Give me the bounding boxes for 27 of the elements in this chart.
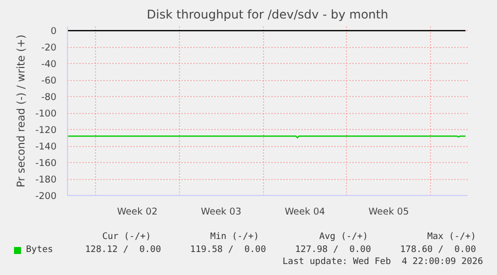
y-tick-label: -160	[35, 158, 57, 170]
y-tick-label: -20	[41, 42, 57, 54]
x-tick-label: Week 03	[200, 206, 242, 218]
text: Last update: Wed Feb 4 22:00:09 2026	[282, 257, 483, 268]
y-tick-label: -120	[35, 125, 57, 136]
text: Cur (-/+)	[102, 232, 151, 243]
x-tick-label: Week 02	[117, 206, 158, 218]
y-tick-label: -100	[35, 108, 57, 120]
x-tick-label: Week 04	[284, 206, 326, 218]
text: Min (-/+)	[210, 232, 259, 243]
y-tick-label: -40	[41, 59, 57, 70]
legend-label: Bytes	[26, 245, 54, 256]
text: 178.60 / 0.00	[400, 245, 476, 256]
y-tick-label: -80	[41, 92, 57, 104]
text: Max (-/+)	[427, 232, 476, 243]
y-tick-label: 0	[50, 26, 57, 38]
text: 119.58 / 0.00	[190, 245, 266, 256]
text: 128.12 / 0.00	[85, 245, 161, 256]
y-tick-label: -180	[35, 174, 57, 186]
text: 127.98 / 0.00	[295, 245, 371, 256]
y-axis-title: Pr second read (-) / write (+)	[14, 34, 28, 188]
chart-title: Disk throughput for /dev/sdv - by month	[146, 8, 388, 22]
y-tick-label: -200	[35, 191, 57, 202]
y-tick-label: -60	[41, 76, 57, 87]
text: Avg (-/+)	[319, 232, 368, 243]
x-tick-label: Week 05	[368, 206, 409, 218]
y-tick-label: -140	[35, 142, 57, 153]
